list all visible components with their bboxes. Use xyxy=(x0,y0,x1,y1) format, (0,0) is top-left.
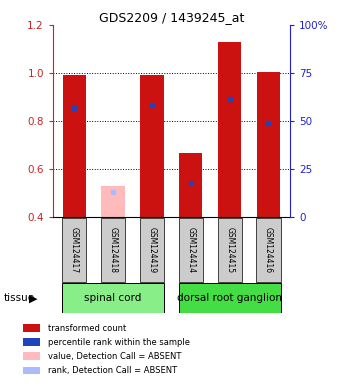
Text: transformed count: transformed count xyxy=(48,324,126,333)
Bar xyxy=(179,218,203,282)
Bar xyxy=(62,283,164,313)
Bar xyxy=(140,75,164,217)
Bar xyxy=(218,218,242,282)
Bar xyxy=(256,218,281,282)
Text: GSM124416: GSM124416 xyxy=(264,227,273,273)
Title: GDS2209 / 1439245_at: GDS2209 / 1439245_at xyxy=(99,11,244,24)
Bar xyxy=(218,42,241,217)
Bar xyxy=(101,186,125,217)
Text: GSM124415: GSM124415 xyxy=(225,227,234,273)
Text: dorsal root ganglion: dorsal root ganglion xyxy=(177,293,282,303)
Bar xyxy=(101,218,125,282)
Text: tissue: tissue xyxy=(3,293,34,303)
Text: spinal cord: spinal cord xyxy=(84,293,142,303)
Bar xyxy=(179,153,203,217)
Bar xyxy=(23,352,40,360)
Bar xyxy=(23,367,40,374)
Text: percentile rank within the sample: percentile rank within the sample xyxy=(48,338,190,347)
Bar xyxy=(23,338,40,346)
Text: value, Detection Call = ABSENT: value, Detection Call = ABSENT xyxy=(48,352,181,361)
Bar xyxy=(179,283,281,313)
Bar xyxy=(257,72,280,217)
Text: GSM124419: GSM124419 xyxy=(147,227,157,273)
Bar xyxy=(23,324,40,332)
Bar xyxy=(62,218,86,282)
Bar xyxy=(140,218,164,282)
Bar xyxy=(62,75,86,217)
Text: ▶: ▶ xyxy=(29,294,38,304)
Text: rank, Detection Call = ABSENT: rank, Detection Call = ABSENT xyxy=(48,366,177,375)
Text: GSM124417: GSM124417 xyxy=(70,227,79,273)
Text: GSM124418: GSM124418 xyxy=(108,227,118,273)
Text: GSM124414: GSM124414 xyxy=(186,227,195,273)
